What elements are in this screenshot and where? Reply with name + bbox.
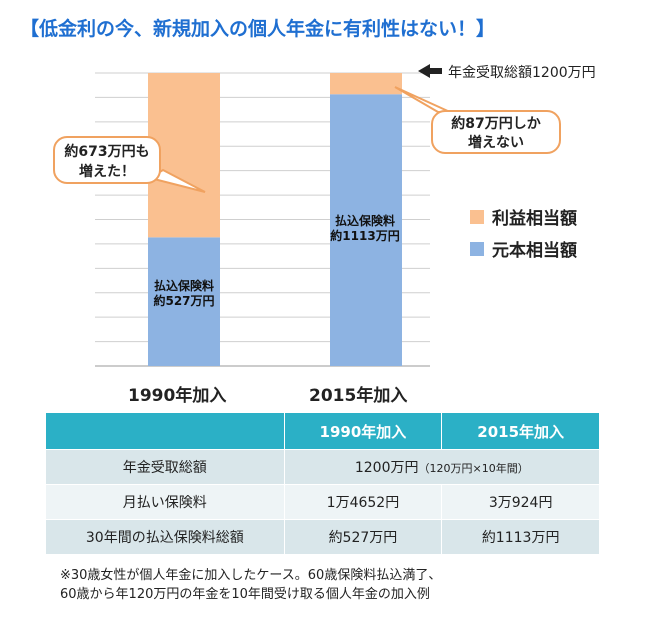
legend-swatch-principal xyxy=(470,241,484,256)
left-callout: 約673万円も 増えた！ xyxy=(53,136,161,184)
cell-total-receipt-value: 1200万円 xyxy=(354,460,419,476)
legend-label-profit: 利益相当額 xyxy=(492,209,577,229)
left-arrow-icon xyxy=(418,64,442,78)
cell-monthly-1990: 1万4652円 xyxy=(283,484,443,520)
bar1-label-line2: 約527万円 xyxy=(153,294,215,308)
cell-monthly-2015: 3万924円 xyxy=(441,484,600,520)
x-tick-label-1990: 1990年加入 xyxy=(128,386,227,406)
table-header-row: 1990年加入 2015年加入 xyxy=(45,412,600,450)
row-label-total-receipt: 年金受取総額 xyxy=(45,449,285,485)
total-annotation: 年金受取総額1200万円 xyxy=(448,65,596,81)
bar-segment-profit-2015 xyxy=(330,73,402,95)
footnote-line2: 60歳から年120万円の年金を10年間受け取る個人年金の加入例 xyxy=(60,587,430,602)
bar2-label-line1: 払込保険料 xyxy=(334,214,395,228)
row-label-monthly-premium: 月払い保険料 xyxy=(45,484,285,520)
x-tick-label-2015: 2015年加入 xyxy=(309,386,408,406)
row-label-total-premium: 30年間の払込保険料総額 xyxy=(45,519,285,555)
right-callout: 約87万円しか 増えない xyxy=(431,110,561,154)
bar1-label-line1: 払込保険料 xyxy=(153,279,214,293)
legend-item-profit: 利益相当額 xyxy=(470,204,577,229)
bar1-data-label: 払込保険料 約527万円 xyxy=(148,279,220,309)
bar-segment-principal-1990 xyxy=(148,237,220,366)
footnote-line1: ※30歳女性が個人年金に加入したケース。60歳保険料払込満了、 xyxy=(60,568,442,583)
footnote: ※30歳女性が個人年金に加入したケース。60歳保険料払込満了、 60歳から年12… xyxy=(60,566,441,604)
left-callout-line1: 約673万円も xyxy=(64,144,150,160)
cell-total-receipt: 1200万円（120万円×10年間） xyxy=(283,449,601,485)
table-row: 年金受取総額 1200万円（120万円×10年間） xyxy=(45,449,601,485)
cell-total-premium-2015: 約1113万円 xyxy=(441,519,600,555)
right-callout-line2: 増えない xyxy=(468,135,524,151)
page-title: 【低金利の今、新規加入の個人年金に有利性はない！】 xyxy=(20,18,496,40)
bar-segment-principal-2015 xyxy=(330,94,402,367)
table-header-empty xyxy=(45,412,285,450)
table-row: 月払い保険料 1万4652円 3万924円 xyxy=(45,484,600,520)
legend-swatch-profit xyxy=(470,209,484,224)
comparison-table: 1990年加入 2015年加入 年金受取総額 1200万円（120万円×10年間… xyxy=(45,412,601,555)
bar2-label-line2: 約1113万円 xyxy=(330,229,400,243)
legend-label-principal: 元本相当額 xyxy=(492,241,577,261)
table-header-2015: 2015年加入 xyxy=(441,412,600,450)
table-header-1990: 1990年加入 xyxy=(283,412,443,450)
legend-item-principal: 元本相当額 xyxy=(470,236,577,261)
right-callout-line1: 約87万円しか xyxy=(451,116,541,132)
cell-total-premium-1990: 約527万円 xyxy=(283,519,443,555)
left-callout-line2: 増えた！ xyxy=(79,164,135,180)
cell-total-receipt-sub: （120万円×10年間） xyxy=(418,462,529,475)
bar2-data-label: 払込保険料 約1113万円 xyxy=(326,214,404,244)
table-row: 30年間の払込保険料総額 約527万円 約1113万円 xyxy=(45,519,600,555)
right-callout-pointer xyxy=(394,86,451,113)
